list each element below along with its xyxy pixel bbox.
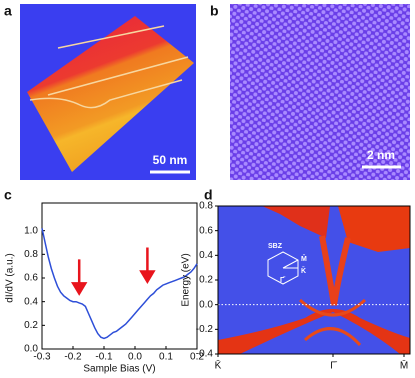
- band: [338, 206, 410, 252]
- inset-label: M̄: [301, 254, 307, 263]
- x-tick-label: 0.0: [128, 352, 142, 363]
- y-tick-label: 0.0: [199, 299, 213, 310]
- panel-label: c: [4, 187, 12, 203]
- y-tick-label: 0.0: [24, 344, 38, 355]
- data-line: [41, 228, 198, 340]
- y-axis-label: Energy (eV): [181, 253, 192, 306]
- y-tick-label: -0.4: [196, 349, 214, 360]
- arrow: [70, 259, 88, 296]
- band-map: SBZ M̄ K̄ Γ̄: [218, 206, 410, 354]
- scale-bar-label: 2 nm: [367, 148, 395, 162]
- arrow: [139, 247, 156, 284]
- x-axis-label: Sample Bias (V): [83, 364, 155, 375]
- x-tick-label: M̄: [400, 359, 408, 372]
- inset-label: K̄: [301, 266, 306, 275]
- inset-title: SBZ: [268, 243, 283, 250]
- scale-bar-label: 50 nm: [153, 153, 188, 167]
- y-tick-label: 0.8: [199, 201, 213, 212]
- x-tick-label: 0.2: [190, 352, 204, 363]
- y-tick-label: 0.4: [199, 250, 213, 261]
- stm-terraces: [27, 16, 194, 172]
- sbz-hexagon: [267, 251, 299, 285]
- y-tick-label: 0.6: [199, 225, 213, 236]
- x-tick-label: -0.1: [95, 352, 113, 363]
- y-tick-label: 0.2: [199, 275, 213, 286]
- y-axis-label: dI/dV (a.u.): [5, 253, 16, 302]
- step-edge: [29, 25, 189, 109]
- y-tick-label: 1.0: [24, 225, 38, 236]
- y-tick-label: -0.2: [196, 324, 214, 335]
- sbz-path: [282, 259, 299, 269]
- x-tick-label: K̄: [215, 359, 222, 372]
- x-tick-label: Γ̄: [330, 361, 338, 372]
- y-tick-label: 0.8: [24, 249, 38, 260]
- panel-label: a: [4, 3, 12, 19]
- plot-frame: [41, 202, 198, 350]
- x-tick-label: -0.2: [64, 352, 82, 363]
- x-tick-label: -0.3: [33, 352, 51, 363]
- panel-label: d: [204, 187, 213, 203]
- atomic-image: [230, 4, 410, 180]
- band: [262, 206, 330, 238]
- y-tick-label: 0.2: [24, 320, 38, 331]
- y-tick-label: 0.6: [24, 273, 38, 284]
- panel-label: b: [210, 3, 219, 19]
- x-tick-label: 0.1: [159, 352, 173, 363]
- y-tick-label: 0.4: [24, 296, 38, 307]
- inset-label: Γ̄: [280, 276, 286, 284]
